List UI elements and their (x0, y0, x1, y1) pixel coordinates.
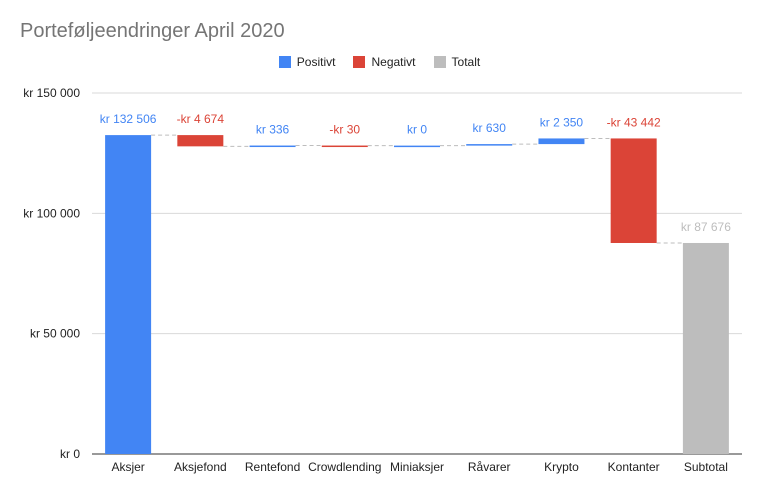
bar-kontanter (610, 138, 657, 243)
data-label: -kr 30 (329, 123, 360, 137)
x-tick-label: Rentefond (245, 460, 300, 474)
bar-råvarer (466, 144, 513, 146)
data-label: -kr 43 442 (607, 115, 661, 129)
data-label: kr 630 (473, 121, 507, 135)
data-label: kr 132 506 (100, 112, 157, 126)
y-tick-label: kr 150 000 (23, 86, 80, 100)
y-tick-label: kr 100 000 (23, 206, 80, 220)
bar-rentefond (249, 145, 296, 148)
x-tick-label: Aksjer (111, 460, 144, 474)
legend-label-negative: Negativt (371, 55, 416, 69)
x-tick-label: Crowdlending (308, 460, 381, 474)
x-tick-label: Subtotal (684, 460, 728, 474)
x-tick-label: Råvarer (468, 460, 511, 474)
bar-krypto (538, 138, 585, 145)
legend-swatch-positive (278, 56, 291, 68)
bar-subtotal (682, 242, 729, 454)
legend-swatch-total (433, 56, 446, 68)
bar-miniaksjer (394, 145, 440, 148)
x-tick-label: Krypto (544, 460, 579, 474)
legend-item-negative: Negativt (353, 55, 416, 69)
chart-title: Porteføljeendringer April 2020 (20, 20, 285, 42)
x-tick-label: Aksjefond (174, 460, 227, 474)
data-label: kr 87 676 (681, 220, 731, 234)
y-tick-label: kr 0 (60, 447, 80, 461)
data-label: kr 0 (407, 123, 427, 137)
y-tick-label: kr 50 000 (30, 327, 80, 341)
bar-aksjer (105, 135, 152, 454)
bar-aksjefond (177, 135, 224, 147)
x-tick-label: Miniaksjer (390, 460, 444, 474)
data-label: -kr 4 674 (177, 112, 225, 126)
legend-item-positive: Positivt (278, 55, 336, 69)
legend-label-total: Totalt (451, 55, 481, 69)
data-label: kr 2 350 (540, 115, 584, 129)
legend-swatch-negative (353, 56, 366, 68)
legend: Positivt Negativt Totalt (0, 55, 759, 69)
legend-item-total: Totalt (433, 55, 481, 69)
bar-crowdlending (321, 145, 368, 148)
legend-label-positive: Positivt (296, 55, 336, 69)
data-label: kr 336 (256, 123, 290, 137)
x-tick-label: Kontanter (608, 460, 660, 474)
